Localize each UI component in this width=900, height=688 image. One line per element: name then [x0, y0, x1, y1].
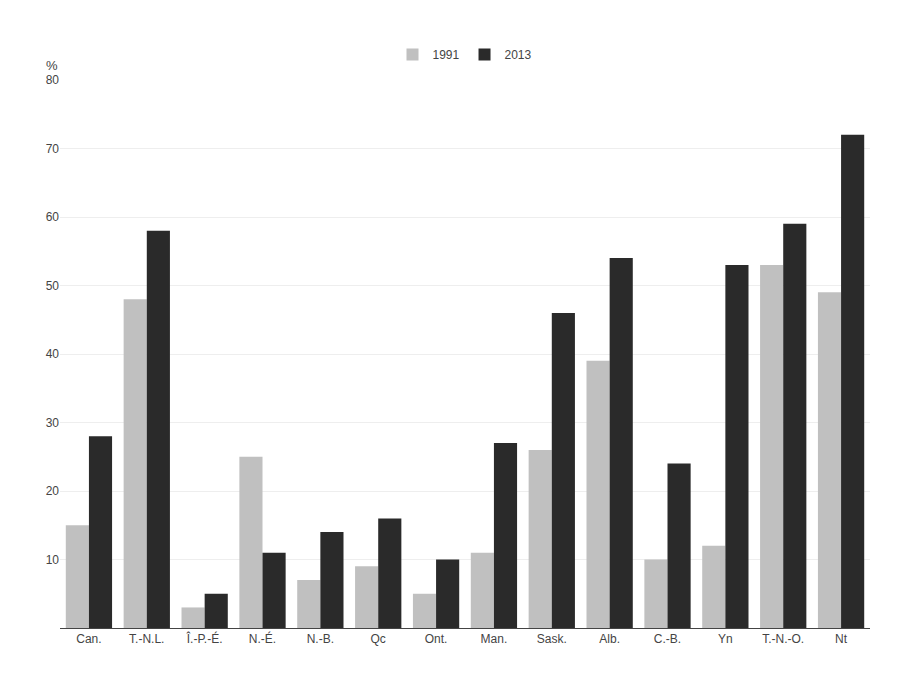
svg-text:30: 30 — [46, 416, 60, 430]
svg-text:N.-B.: N.-B. — [307, 632, 334, 646]
svg-text:40: 40 — [46, 347, 60, 361]
svg-text:Nt: Nt — [835, 632, 848, 646]
svg-text:Yn: Yn — [718, 632, 733, 646]
svg-text:80: 80 — [46, 73, 60, 87]
svg-text:N.-É.: N.-É. — [249, 631, 276, 646]
svg-text:70: 70 — [46, 142, 60, 156]
svg-text:20: 20 — [46, 484, 60, 498]
svg-text:2013: 2013 — [505, 48, 532, 62]
svg-text:%: % — [46, 58, 58, 73]
svg-text:Ont.: Ont. — [425, 632, 448, 646]
svg-text:10: 10 — [46, 553, 60, 567]
svg-text:Î.-P.-É.: Î.-P.-É. — [186, 631, 223, 646]
svg-text:1991: 1991 — [433, 48, 460, 62]
svg-text:Can.: Can. — [76, 632, 101, 646]
svg-text:Man.: Man. — [481, 632, 508, 646]
svg-text:Sask.: Sask. — [537, 632, 567, 646]
svg-text:50: 50 — [46, 279, 60, 293]
svg-text:C.-B.: C.-B. — [654, 632, 681, 646]
svg-text:T.-N.-O.: T.-N.-O. — [762, 632, 804, 646]
svg-text:60: 60 — [46, 210, 60, 224]
svg-text:Alb.: Alb. — [599, 632, 620, 646]
svg-text:Qc: Qc — [371, 632, 386, 646]
svg-text:T.-N.L.: T.-N.L. — [129, 632, 164, 646]
